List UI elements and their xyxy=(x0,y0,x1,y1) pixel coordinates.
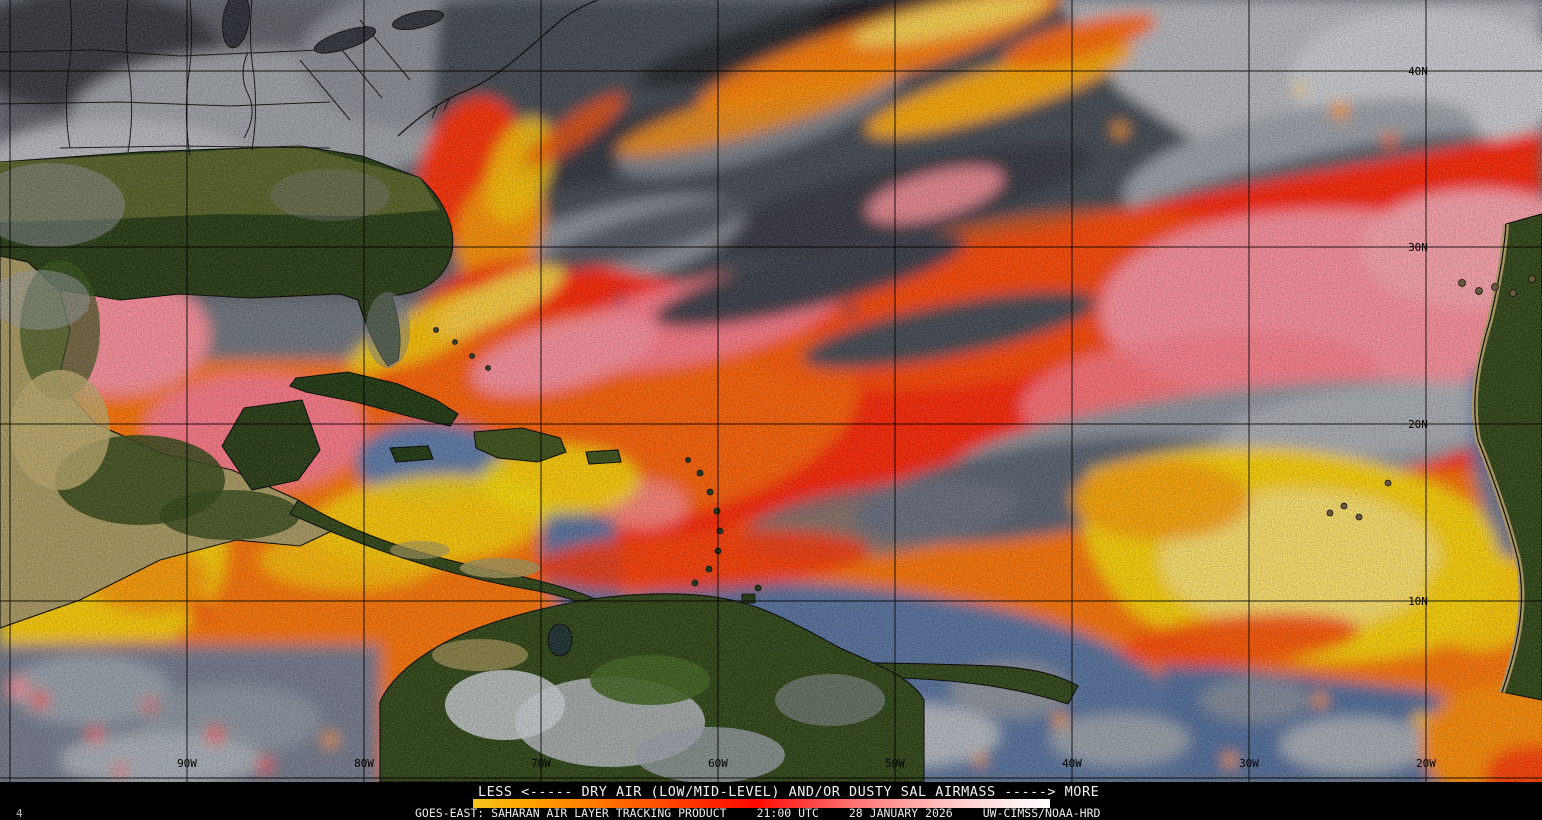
lat-label: 10N xyxy=(1408,595,1428,608)
product-title: GOES-EAST: SAHARAN AIR LAYER TRACKING PR… xyxy=(415,806,727,820)
product-info-line: GOES-EAST: SAHARAN AIR LAYER TRACKING PR… xyxy=(415,806,1100,820)
lat-label: 30N xyxy=(1408,241,1428,254)
lon-label: 50W xyxy=(885,757,905,770)
lon-label: 20W xyxy=(1416,757,1436,770)
lon-label: 40W xyxy=(1062,757,1082,770)
lon-label: 80W xyxy=(354,757,374,770)
satellite-imagery: 40N 30N 20N 10N 90W 80W 70W 60W 50W 40W … xyxy=(0,0,1542,782)
product-credit: UW-CIMSS/NOAA-HRD xyxy=(982,806,1101,820)
grid-labels: 40N 30N 20N 10N 90W 80W 70W 60W 50W 40W … xyxy=(177,65,1436,770)
frame-counter: 4 xyxy=(16,807,23,820)
lon-label: 70W xyxy=(531,757,551,770)
colorbar-gradient xyxy=(473,799,1050,808)
lon-label: 90W xyxy=(177,757,197,770)
product-date: 28 JANUARY 2026 xyxy=(848,806,953,820)
colorbar-legend-text: LESS <----- DRY AIR (LOW/MID-LEVEL) AND/… xyxy=(478,784,1100,800)
lat-label: 20N xyxy=(1408,418,1428,431)
lon-label: 30W xyxy=(1239,757,1259,770)
lat-label: 40N xyxy=(1408,65,1428,78)
latlon-grid xyxy=(0,0,1542,782)
satellite-map: 40N 30N 20N 10N 90W 80W 70W 60W 50W 40W … xyxy=(0,0,1542,782)
caption-bar: 4 LESS <----- DRY AIR (LOW/MID-LEVEL) AN… xyxy=(0,782,1542,820)
product-time: 21:00 UTC xyxy=(756,806,819,820)
lon-label: 60W xyxy=(708,757,728,770)
noise-overlay-light xyxy=(0,0,1542,782)
